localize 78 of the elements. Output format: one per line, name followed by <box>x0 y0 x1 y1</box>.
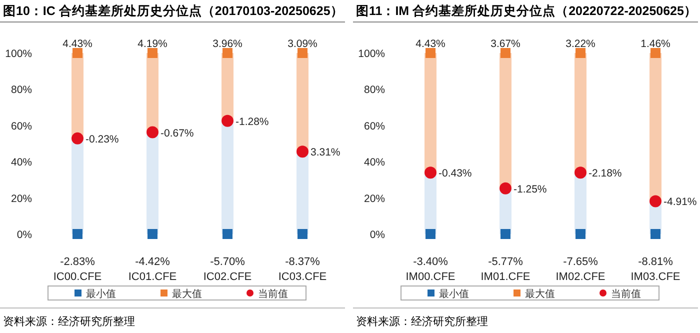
point <box>148 229 158 239</box>
y-tick-label: 80% <box>364 84 385 96</box>
y-tick-label: 60% <box>10 120 32 132</box>
annotation: 4.19% <box>138 38 168 50</box>
x-tick-label: IM01.CFE <box>480 271 530 283</box>
x-tick-label: IC03.CFE <box>278 271 327 283</box>
x-tick-label: IC00.CFE <box>53 271 102 283</box>
point <box>296 146 308 158</box>
y-tick-label: 100% <box>5 48 32 60</box>
annotation: -5.77% <box>488 256 524 268</box>
point <box>576 229 586 239</box>
annotation: -2.18% <box>588 168 622 180</box>
annotation: -8.81% <box>638 256 674 268</box>
point <box>500 182 512 194</box>
point <box>650 229 660 239</box>
text: 资料来源：经济研究所整理 <box>356 315 488 328</box>
y-tick-label: 20% <box>364 192 385 205</box>
legend-label: 当前值 <box>611 288 641 300</box>
annotation: 3.96% <box>212 38 242 50</box>
y-tick-label: 80% <box>10 84 32 96</box>
point <box>222 114 234 127</box>
x-tick-label: IM03.CFE <box>630 271 680 283</box>
annotation: 3.09% <box>288 38 318 50</box>
legend-label: 最大值 <box>525 288 555 300</box>
point <box>500 229 510 239</box>
y-tick-label: 40% <box>10 156 32 169</box>
annotation: -4.91% <box>664 196 697 208</box>
annotation: -1.28% <box>236 116 269 128</box>
y-tick-label: 100% <box>358 48 385 60</box>
annotation: 4.43% <box>416 38 446 50</box>
annotation: -0.43% <box>438 168 472 180</box>
legend-label: 最小值 <box>86 288 116 300</box>
annotation: -5.70% <box>210 256 246 268</box>
annotation: 3.67% <box>490 38 520 50</box>
annotation: -2.83% <box>60 256 96 268</box>
point <box>298 229 308 239</box>
x-tick-label: IM02.CFE <box>556 271 606 283</box>
point <box>148 48 158 58</box>
point <box>426 48 436 58</box>
point <box>72 229 82 239</box>
point <box>650 195 662 208</box>
point <box>424 166 436 179</box>
point <box>72 132 84 144</box>
legend-label: 当前值 <box>258 288 288 300</box>
annotation: -4.42% <box>135 256 170 268</box>
x-tick-label: IM00.CFE <box>406 271 456 283</box>
y-tick-label: 20% <box>10 192 32 205</box>
annotation: 4.43% <box>62 38 92 50</box>
chart-title: 图10：IC 合约基差所处历史分位点（20170103-20250625） <box>3 3 344 18</box>
y-tick-label: 60% <box>364 120 385 132</box>
point <box>298 48 308 58</box>
point <box>222 229 232 239</box>
point <box>574 166 586 179</box>
chart-title: 图11：IM 合约基差所处历史分位点（20220722-20250625） <box>356 3 697 18</box>
annotation: -1.25% <box>514 183 547 196</box>
annotation: -3.40% <box>413 256 448 268</box>
point <box>146 126 158 138</box>
annotation: 3.22% <box>566 38 596 50</box>
annotation: -0.23% <box>86 133 119 146</box>
point <box>650 48 660 58</box>
point <box>500 48 510 58</box>
annotation: 1.46% <box>640 38 670 50</box>
annotation: -8.37% <box>285 256 320 268</box>
point <box>576 48 586 58</box>
y-tick-label: 40% <box>364 156 385 169</box>
y-tick-label: 0% <box>370 229 385 241</box>
legend-label: 最大值 <box>172 288 202 300</box>
annotation: -7.65% <box>563 256 598 268</box>
point <box>72 48 82 58</box>
y-tick-label: 0% <box>16 229 32 241</box>
x-tick-label: IC01.CFE <box>128 271 177 283</box>
text: 资料来源：经济研究所整理 <box>3 315 135 328</box>
legend-label: 最小值 <box>439 288 469 300</box>
annotation: -0.67% <box>160 127 194 140</box>
point <box>426 229 436 239</box>
point <box>222 48 232 58</box>
annotation: 3.31% <box>310 146 340 159</box>
x-tick-label: IC02.CFE <box>203 271 252 283</box>
